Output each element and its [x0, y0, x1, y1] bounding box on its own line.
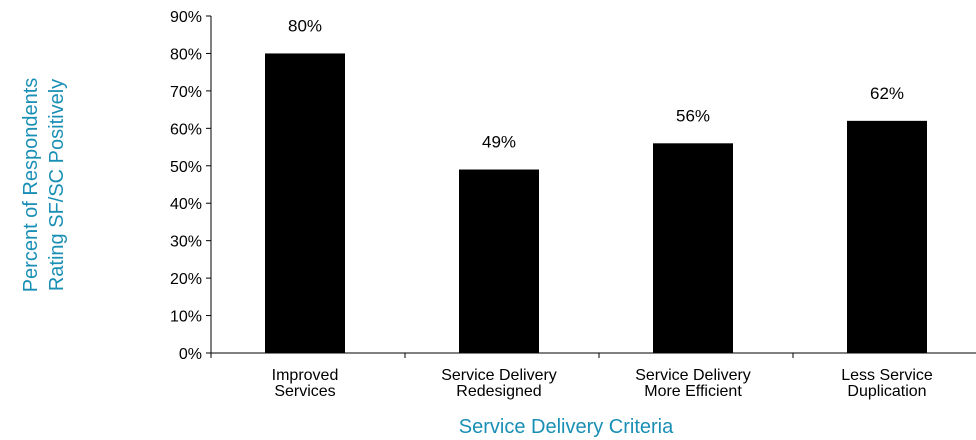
data-label: 80% — [288, 16, 322, 35]
x-tick-label-line: Service Delivery — [635, 367, 751, 384]
x-tick-label-line: Improved — [272, 367, 339, 384]
bar — [653, 143, 733, 353]
y-tick-label: 60% — [170, 121, 202, 138]
y-tick-label: 90% — [170, 9, 202, 26]
y-tick-label: 20% — [170, 271, 202, 288]
bar — [847, 120, 927, 353]
x-tick-label: Improved Services — [272, 367, 339, 400]
y-tick-label: 40% — [170, 196, 202, 213]
y-axis-title-line: Rating SF/SC Positively — [46, 79, 68, 291]
bar — [459, 169, 539, 353]
bar — [265, 53, 345, 353]
x-axis-title: Service Delivery Criteria — [459, 416, 674, 438]
y-tick-label: 50% — [170, 159, 202, 176]
data-label: 49% — [482, 133, 516, 152]
bars — [265, 53, 927, 353]
data-label: 56% — [676, 106, 710, 125]
y-tick-label: 70% — [170, 84, 202, 101]
x-axis — [210, 352, 976, 358]
x-tick-label: Service Delivery More Efficient — [635, 367, 751, 400]
x-tick-label-line: Duplication — [847, 383, 926, 400]
data-label: 62% — [870, 84, 904, 103]
y-tick-label: 80% — [170, 46, 202, 63]
y-axis-title: Percent of Respondents Rating SF/SC Posit… — [20, 78, 68, 293]
y-axis: 0% 10% 20% 30% 40% 50% 60% 70% 80% 90% — [170, 9, 212, 363]
x-tick-label-line: Less Service — [841, 367, 933, 384]
y-tick-label: 0% — [179, 346, 202, 363]
x-tick-label: Service Delivery Redesigned — [441, 367, 557, 400]
y-tick-label: 10% — [170, 309, 202, 326]
x-tick-label-line: Service Delivery — [441, 367, 557, 384]
x-tick-label: Less Service Duplication — [841, 367, 933, 400]
x-tick-label-line: More Efficient — [644, 383, 742, 400]
x-tick-label-line: Services — [274, 383, 335, 400]
data-labels: 80% 49% 56% 62% — [288, 16, 904, 151]
y-axis-title-text: Percent of Respondents Rating SF/SC Posit… — [20, 78, 68, 293]
y-axis-title-line: Percent of Respondents — [20, 78, 42, 293]
y-tick-label: 30% — [170, 234, 202, 251]
x-tick-label-line: Redesigned — [456, 383, 541, 400]
